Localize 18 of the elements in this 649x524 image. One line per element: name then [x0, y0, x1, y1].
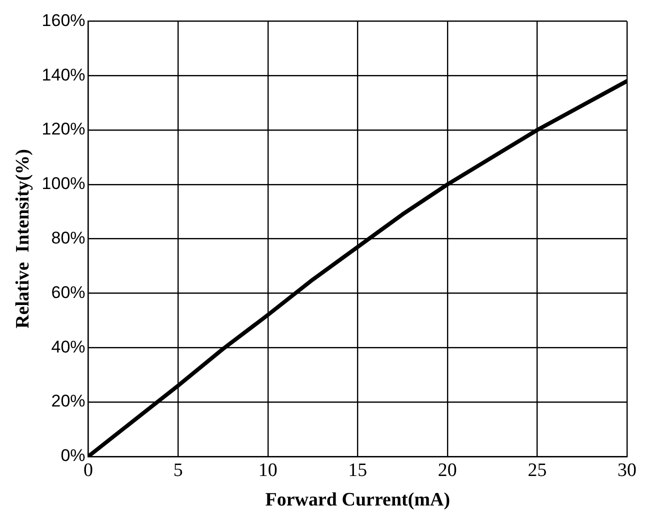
x-tick-label: 0: [84, 460, 94, 481]
y-tick-label: 140%: [42, 65, 86, 84]
x-tick-label: 15: [348, 460, 368, 481]
x-tick-label: 5: [173, 460, 183, 481]
y-axis-title: Relative Intensity(%): [12, 149, 34, 329]
y-tick-label: 160%: [42, 10, 86, 30]
y-tick-label: 20%: [51, 392, 86, 411]
x-tick-label: 20: [438, 460, 457, 481]
y-tick-label: 40%: [51, 337, 86, 356]
y-tick-label: 100%: [42, 174, 86, 194]
y-tick-label: 60%: [51, 282, 86, 302]
x-tick-label: 10: [258, 460, 278, 481]
x-tick-label: 30: [618, 460, 636, 481]
y-tick-label: 80%: [51, 228, 86, 248]
x-tick-label: 25: [528, 460, 547, 481]
y-tick-label: 120%: [42, 120, 86, 139]
y-tick-label: 0%: [60, 446, 86, 466]
x-axis-title: Forward Current(mA): [265, 490, 450, 511]
